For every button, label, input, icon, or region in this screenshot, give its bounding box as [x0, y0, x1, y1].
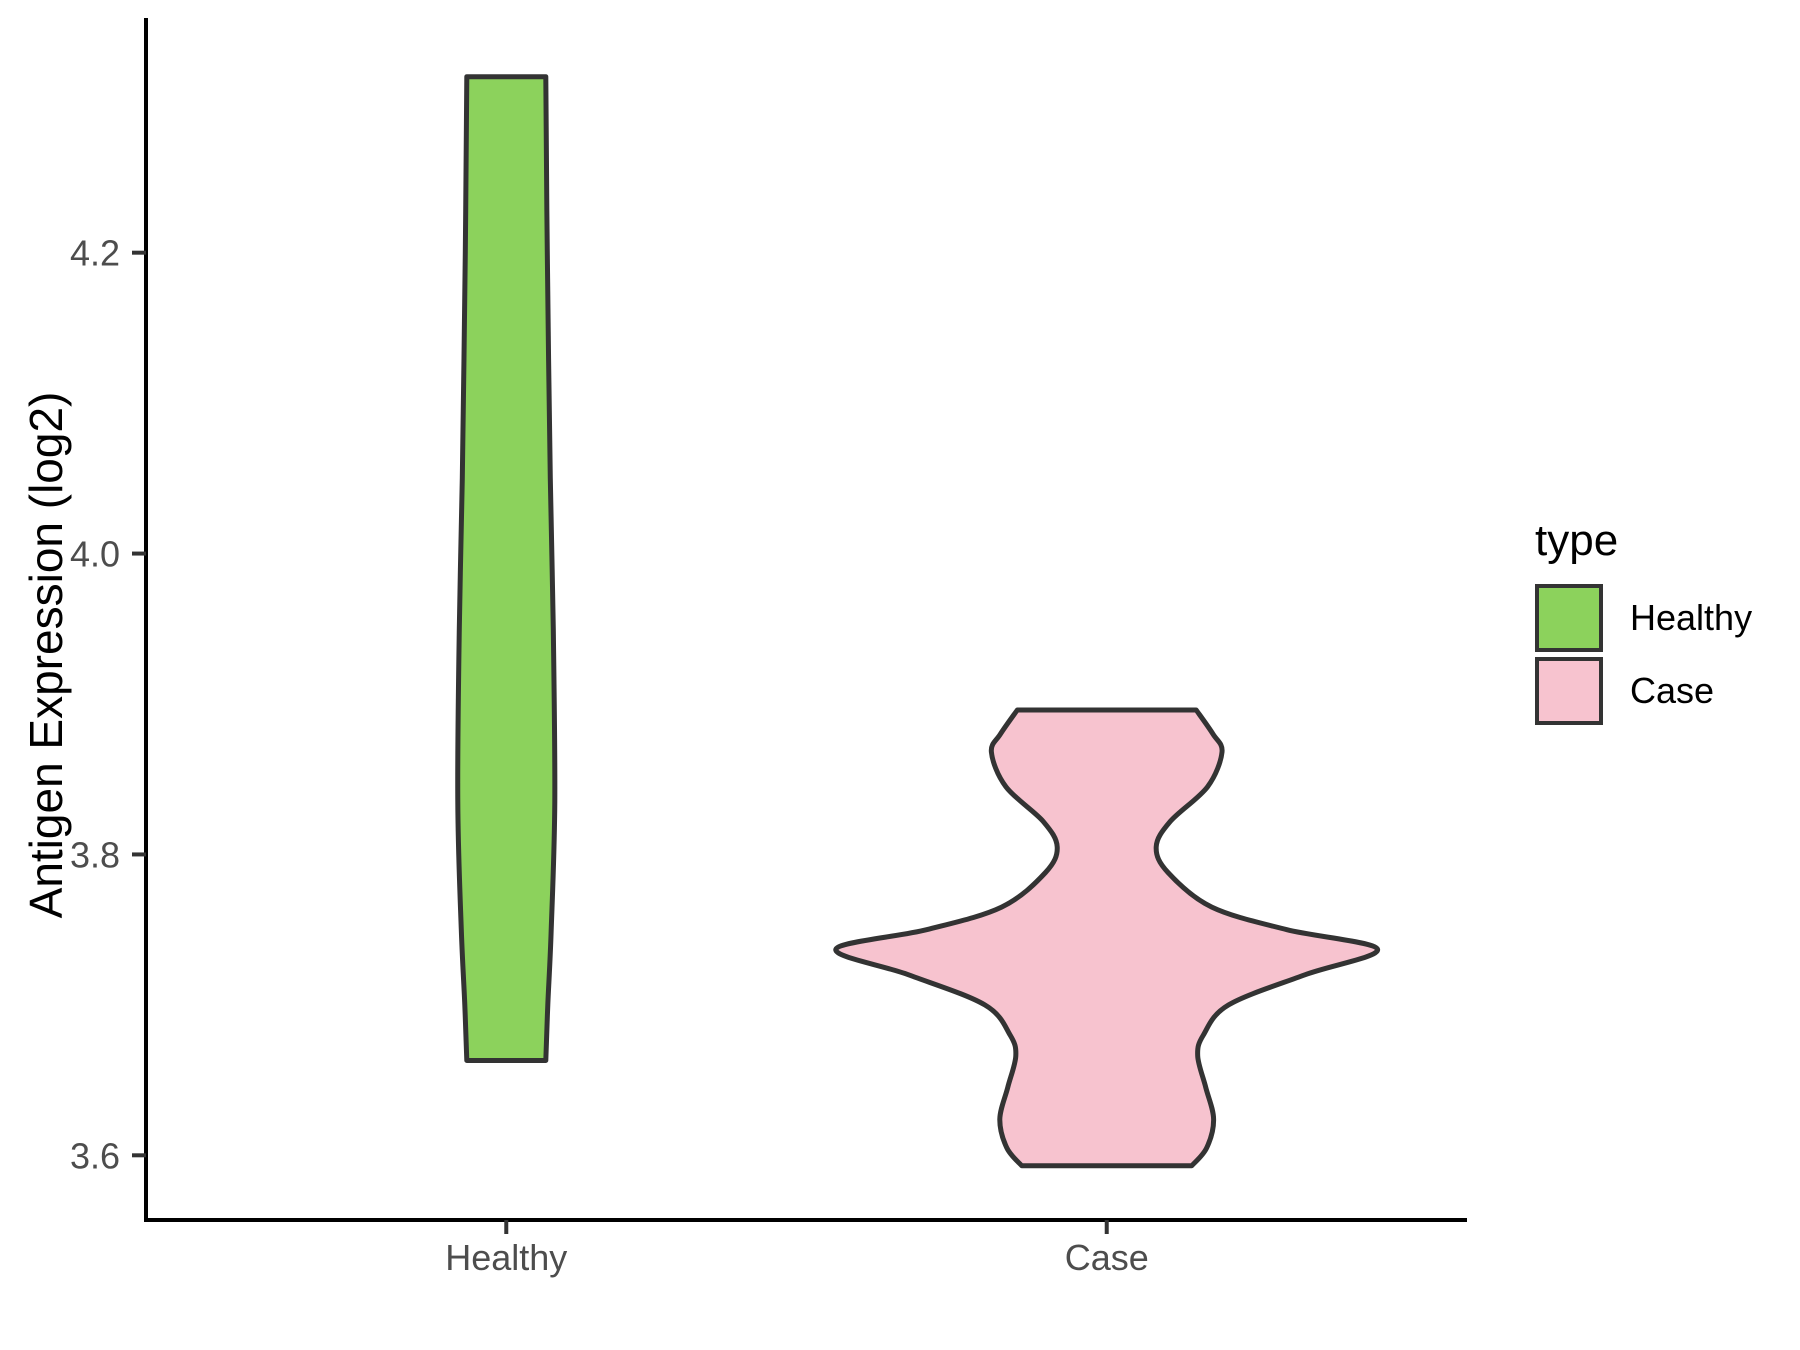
violin-healthy: [455, 74, 558, 1063]
legend-key-case-swatch: [1535, 657, 1603, 725]
legend-label-case: Case: [1630, 670, 1715, 711]
violin-case: [833, 707, 1381, 1169]
y-tick-label: 4.2: [70, 233, 120, 274]
axes-layer: 3.6 3.8 4.0 4.2 Healthy Case: [70, 18, 1467, 1278]
legend-label-healthy: Healthy: [1630, 597, 1753, 638]
violins-layer: [455, 74, 1381, 1169]
legend-title: type: [1535, 516, 1619, 565]
y-tick-label: 4.0: [70, 534, 120, 575]
legend: type Healthy Case: [1535, 514, 1752, 730]
y-tick-label: 3.8: [70, 834, 120, 875]
x-tick-label-healthy: Healthy: [445, 1237, 567, 1278]
x-tick-label-case: Case: [1065, 1237, 1149, 1278]
legend-key-healthy-swatch: [1535, 584, 1603, 652]
legend-item-case: Case: [1535, 657, 1752, 725]
y-tick-label: 3.6: [70, 1135, 120, 1176]
legend-item-healthy: Healthy: [1535, 584, 1752, 652]
y-axis-title: Antigen Expression (log2): [20, 392, 72, 919]
